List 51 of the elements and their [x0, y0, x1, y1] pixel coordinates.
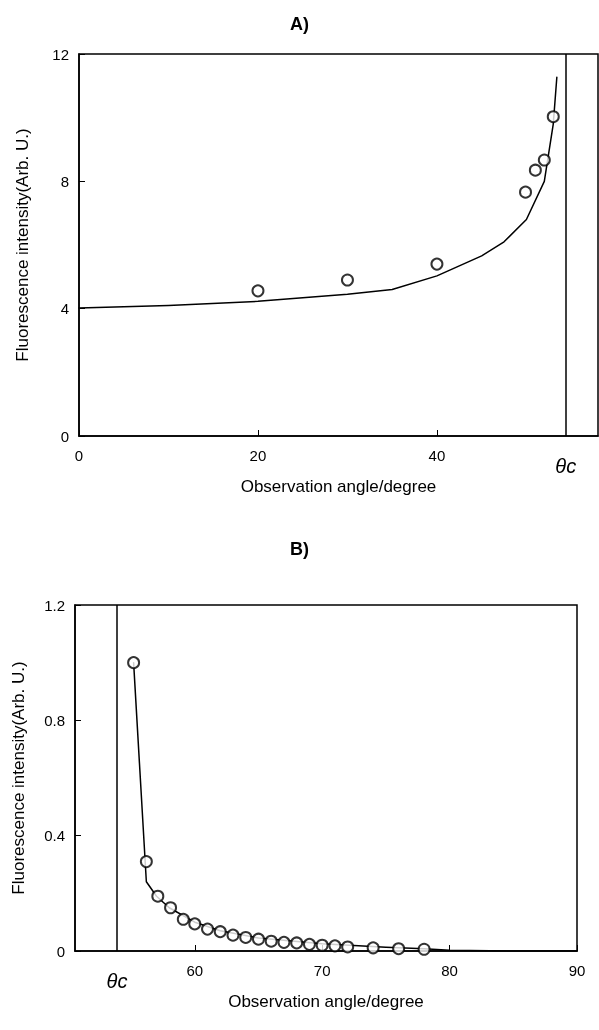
point [176, 912, 190, 926]
x-axis-title: Observation angle/degree [228, 992, 424, 1011]
point [417, 942, 431, 956]
chart-title: A) [290, 14, 309, 34]
ref-line-label: θc [555, 455, 577, 477]
point [239, 930, 253, 944]
y-tick-label: 8 [60, 172, 69, 190]
point [546, 110, 560, 124]
x-tick-label: 80 [441, 962, 458, 979]
point [328, 939, 342, 953]
point [290, 936, 304, 950]
point [340, 273, 354, 287]
point [213, 925, 227, 939]
y-tick-label: 4 [60, 300, 69, 318]
y-tick-label: 0 [56, 942, 65, 960]
point [226, 928, 240, 942]
y-tick-label: 0.4 [44, 827, 65, 845]
y-axis-title: Fluorescence intensity(Arb. U.) [13, 128, 32, 362]
point [127, 656, 141, 670]
point [392, 942, 406, 956]
point [164, 901, 178, 915]
point [264, 934, 278, 948]
chart-title: B) [290, 539, 309, 559]
point [430, 257, 444, 271]
point [528, 163, 542, 177]
y-axis-title: Fluorescence intensity(Arb. U.) [9, 661, 28, 895]
x-tick-label: 60 [186, 962, 204, 979]
x-tick-label: 0 [74, 447, 84, 464]
y-tick-label: 0 [60, 427, 69, 445]
point [366, 941, 380, 955]
point [277, 935, 291, 949]
x-tick-label: 90 [568, 962, 586, 979]
y-tick-label: 1.2 [44, 596, 65, 614]
y-tick-label: 12 [52, 45, 69, 63]
point [251, 932, 265, 946]
point [201, 922, 215, 936]
y-tick-label: 0.8 [44, 711, 65, 729]
point [341, 940, 355, 954]
point [139, 855, 153, 869]
x-tick-label: 70 [313, 962, 331, 979]
point [302, 937, 316, 951]
x-tick-label: 40 [428, 447, 446, 464]
point [251, 284, 265, 298]
point [315, 938, 329, 952]
point [188, 917, 202, 931]
point [537, 153, 551, 167]
ref-line-label: θc [106, 970, 128, 992]
point [519, 185, 533, 199]
point [151, 889, 165, 903]
x-axis-title: Observation angle/degree [240, 477, 437, 496]
x-tick-label: 20 [249, 447, 267, 464]
